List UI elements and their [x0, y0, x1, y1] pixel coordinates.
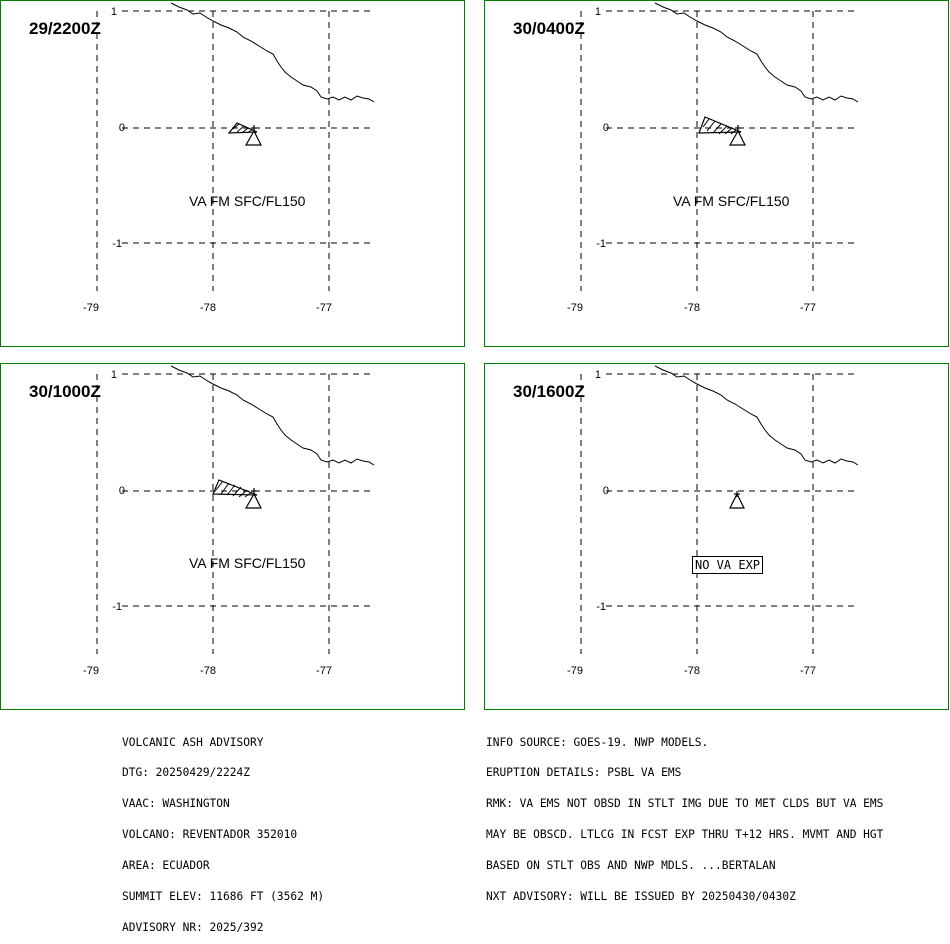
lat-label-1: 1: [111, 6, 117, 18]
lon-label-79: -79: [567, 302, 583, 314]
lon-label-77: -77: [316, 302, 332, 314]
va-height-label: VA FM SFC/FL150: [189, 193, 306, 209]
lat-label-0: 0: [119, 122, 125, 134]
grid-lines: [580, 373, 857, 654]
map-graphic: 1 0 -1 -79 -78 -77: [83, 365, 375, 677]
va-height-label: VA FM SFC/FL150: [189, 555, 306, 571]
coastline: [654, 2, 859, 103]
forecast-panel-4: 1 0 -1 -79 -78 -77 30/1600Z NO VA EXP: [484, 363, 949, 710]
next-advisory: NXT ADVISORY: WILL BE ISSUED BY 20250430…: [486, 890, 796, 904]
ash-plume: [698, 116, 742, 135]
lon-label-77: -77: [800, 302, 816, 314]
va-height-label: VA FM SFC/FL150: [673, 193, 790, 209]
lon-label-79: -79: [83, 302, 99, 314]
map-graphic: 1 0 -1 -79 -78 -77: [83, 2, 375, 314]
volcano-icon: [728, 125, 746, 146]
panel-time-label: 29/2200Z: [29, 19, 101, 38]
lon-label-77: -77: [316, 665, 332, 677]
advisory-header-block: VOLCANIC ASH ADVISORY DTG: 20250429/2224…: [122, 717, 324, 944]
advisory-title: VOLCANIC ASH ADVISORY: [122, 735, 264, 749]
coastline: [170, 2, 375, 103]
remarks-line-2: MAY BE OBSCD. LTLCG IN FCST EXP THRU T+1…: [486, 828, 884, 842]
lon-label-78: -78: [684, 665, 700, 677]
forecast-panel-3: 1 0 -1 -79 -78 -77 30/1000Z VA FM SFC/FL…: [0, 363, 465, 710]
panel-time-label: 30/1600Z: [513, 382, 585, 401]
remarks-line-1: RMK: VA EMS NOT OBSD IN STLT IMG DUE TO …: [486, 797, 884, 811]
no-va-expected-box: NO VA EXP: [692, 556, 764, 574]
eruption-details: ERUPTION DETAILS: PSBL VA EMS: [486, 766, 682, 780]
lon-label-78: -78: [684, 302, 700, 314]
lat-label-0: 0: [603, 122, 609, 134]
volcano-icon: [729, 491, 745, 509]
info-source: INFO SOURCE: GOES-19. NWP MODELS.: [486, 735, 709, 749]
coastline: [170, 365, 375, 466]
volcano-icon: [244, 488, 262, 509]
lat-label-minus1: -1: [596, 238, 606, 250]
advisory-vaac: VAAC: WASHINGTON: [122, 797, 230, 811]
ash-plume: [227, 122, 258, 134]
lon-label-79: -79: [83, 665, 99, 677]
advisory-info-block: INFO SOURCE: GOES-19. NWP MODELS. ERUPTI…: [486, 717, 883, 913]
lon-label-79: -79: [567, 665, 583, 677]
lat-label-0: 0: [603, 485, 609, 497]
forecast-panel-1: 1 0 -1 -79 -78 -77 29/2200Z VA FM SFC/FL…: [0, 0, 465, 347]
panel-time-label: 30/1000Z: [29, 382, 101, 401]
coastline: [654, 365, 859, 466]
volcano-icon: [244, 125, 262, 146]
lat-label-minus1: -1: [112, 238, 122, 250]
lat-label-1: 1: [595, 6, 601, 18]
grid-lines: [96, 10, 373, 291]
lat-label-0: 0: [119, 485, 125, 497]
lat-label-1: 1: [111, 369, 117, 381]
advisory-summit-elev: SUMMIT ELEV: 11686 FT (3562 M): [122, 890, 325, 904]
lat-label-minus1: -1: [112, 601, 122, 613]
map-graphic: 1 0 -1 -79 -78 -77: [567, 2, 859, 314]
remarks-line-3: BASED ON STLT OBS AND NWP MDLS. ...BERTA…: [486, 859, 776, 873]
advisory-dtg: DTG: 20250429/2224Z: [122, 766, 250, 780]
advisory-number: ADVISORY NR: 2025/392: [122, 920, 264, 934]
panel-time-label: 30/0400Z: [513, 19, 585, 38]
ash-plume: [212, 479, 258, 498]
lon-label-77: -77: [800, 665, 816, 677]
grid-lines: [96, 373, 373, 654]
lon-label-78: -78: [200, 665, 216, 677]
lon-label-78: -78: [200, 302, 216, 314]
advisory-area: AREA: ECUADOR: [122, 859, 210, 873]
forecast-panel-2: 1 0 -1 -79 -78 -77 30/0400Z VA FM SFC/FL…: [484, 0, 949, 347]
advisory-volcano: VOLCANO: REVENTADOR 352010: [122, 828, 298, 842]
lat-label-minus1: -1: [596, 601, 606, 613]
lat-label-1: 1: [595, 369, 601, 381]
grid-lines: [580, 10, 857, 291]
map-graphic: 1 0 -1 -79 -78 -77: [567, 365, 859, 677]
